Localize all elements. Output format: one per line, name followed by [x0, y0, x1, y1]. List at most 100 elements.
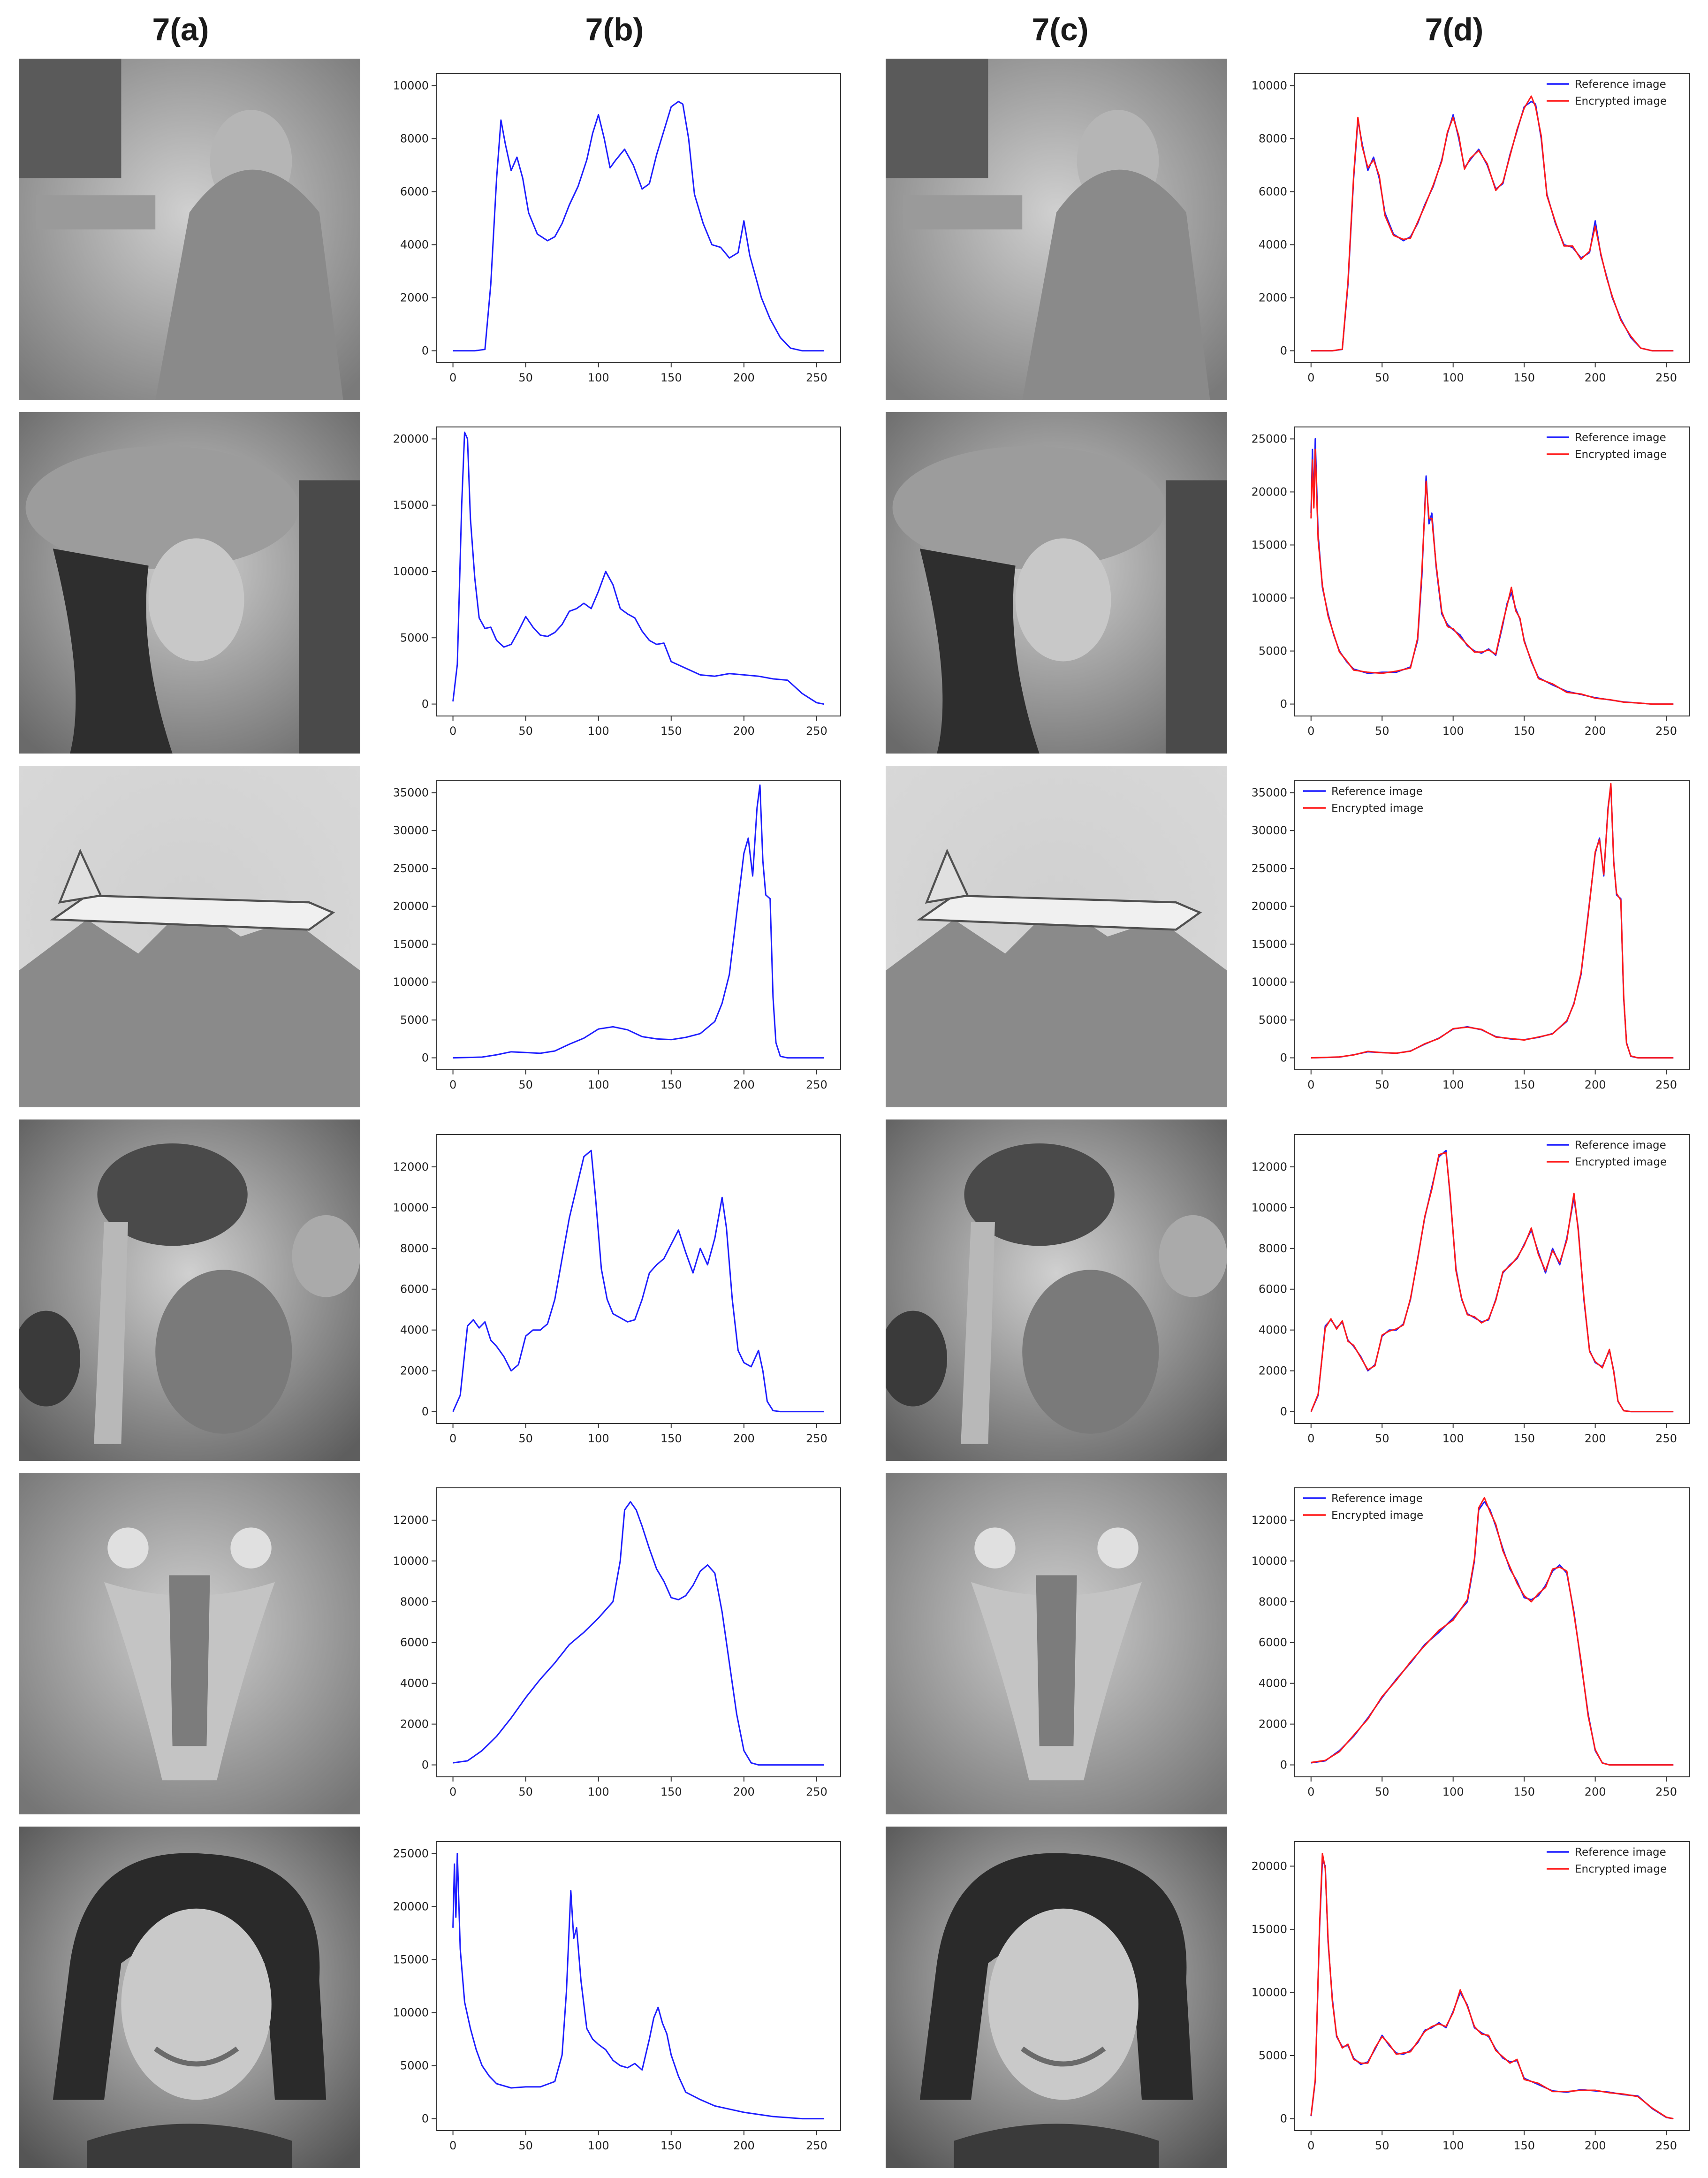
- y-tick-label: 4000: [1259, 238, 1287, 251]
- series-line-encrypted: [1310, 1152, 1674, 1413]
- y-tick-label: 2000: [1259, 291, 1287, 305]
- photo-woman-with-hat-original: [19, 412, 360, 754]
- series-line-reference: [452, 431, 824, 705]
- y-tick-label: 10000: [393, 2006, 429, 2019]
- y-tick-label: 0: [1280, 1051, 1287, 1065]
- y-tick-label: 10000: [1252, 592, 1287, 605]
- y-tick-label: 0: [422, 2112, 429, 2125]
- photo-art: [19, 59, 360, 400]
- x-tick-label: 200: [733, 724, 755, 738]
- x-tick-label: 150: [1513, 2139, 1535, 2152]
- x-tick-label: 150: [660, 2139, 682, 2152]
- y-tick-label: 0: [1280, 1405, 1287, 1418]
- y-tick-label: 0: [422, 698, 429, 711]
- histogram-plot-b-row-3: 0 50 100 150 200 250 0 5000 10000 15000 20000 25000…: [375, 766, 849, 1107]
- x-tick-label: 0: [1307, 1785, 1314, 1798]
- x-tick-label: 50: [1375, 1078, 1389, 1091]
- x-tick-label: 200: [1585, 1785, 1606, 1798]
- x-tick-label: 150: [660, 1078, 682, 1091]
- x-tick-label: 50: [518, 1078, 533, 1091]
- legend-label-reference: Reference image: [1575, 1846, 1666, 1858]
- photo-mandrill-decrypted: [886, 1473, 1227, 1814]
- x-tick-label: 100: [588, 371, 609, 384]
- x-tick-label: 100: [1442, 724, 1464, 738]
- y-tick-label: 20000: [393, 432, 429, 445]
- x-tick-label: 50: [518, 1432, 533, 1445]
- x-tick-label: 200: [733, 1785, 755, 1798]
- photo-smiling-woman-original: [19, 1827, 360, 2168]
- y-tick-label: 10000: [1252, 975, 1287, 989]
- x-tick-label: 100: [588, 1785, 609, 1798]
- y-tick-label: 30000: [393, 824, 429, 837]
- y-tick-label: 6000: [400, 1636, 429, 1649]
- y-tick-label: 2000: [400, 1718, 429, 1731]
- series-line-reference: [452, 1150, 824, 1413]
- x-tick-label: 0: [449, 2139, 456, 2152]
- plot-frame: [1294, 73, 1690, 363]
- x-tick-label: 250: [806, 1785, 827, 1798]
- histogram-svg: 0 50 100 150 200 250 0 2000 4000 6000 8000 10000 120…: [393, 1487, 841, 1798]
- histogram-plot-d-row-4: 0 50 100 150 200 250 0 2000 4000 6000 8000 10000 120…: [1234, 1119, 1698, 1461]
- legend-label-encrypted: Encrypted image: [1331, 802, 1423, 815]
- legend-label-reference: Reference image: [1575, 78, 1666, 91]
- histogram-svg: 0 50 100 150 200 250 0 2000 4000 6000 8000 10000 Ref…: [1252, 73, 1690, 384]
- y-tick-label: 10000: [1252, 1201, 1287, 1214]
- legend-label-encrypted: Encrypted image: [1575, 95, 1667, 107]
- histogram-plot-b-row-6: 0 50 100 150 200 250 0 5000 10000 15000 20000 25000: [375, 1827, 849, 2168]
- photo-peppers-original: [19, 1119, 360, 1461]
- x-tick-label: 150: [660, 1432, 682, 1445]
- x-tick-label: 50: [518, 371, 533, 384]
- x-tick-label: 200: [1585, 371, 1606, 384]
- y-tick-label: 10000: [1252, 1554, 1287, 1568]
- legend-label-encrypted: Encrypted image: [1575, 449, 1667, 461]
- plot-frame: [1294, 1841, 1690, 2131]
- y-tick-label: 0: [422, 344, 429, 358]
- y-tick-label: 6000: [400, 185, 429, 198]
- y-tick-label: 25000: [1252, 432, 1287, 445]
- y-tick-label: 4000: [400, 1324, 429, 1337]
- legend-label-encrypted: Encrypted image: [1575, 1863, 1667, 1875]
- x-tick-label: 250: [1655, 371, 1677, 384]
- y-tick-label: 15000: [1252, 538, 1287, 551]
- y-tick-label: 20000: [393, 1900, 429, 1913]
- x-tick-label: 0: [449, 371, 456, 384]
- photo-art: [19, 1119, 360, 1461]
- photo-art: [886, 59, 1227, 400]
- histogram-plot-b-row-4: 0 50 100 150 200 250 0 2000 4000 6000 8000 10000 120…: [375, 1119, 849, 1461]
- y-tick-label: 10000: [393, 1554, 429, 1568]
- column-header-b: 7(b): [585, 12, 644, 47]
- x-tick-label: 250: [806, 371, 827, 384]
- y-tick-label: 8000: [1259, 132, 1287, 145]
- x-tick-label: 100: [1442, 2139, 1464, 2152]
- y-tick-label: 8000: [400, 132, 429, 145]
- x-tick-label: 200: [1585, 1078, 1606, 1091]
- x-tick-label: 200: [1585, 724, 1606, 738]
- x-tick-label: 100: [588, 1078, 609, 1091]
- y-tick-label: 35000: [1252, 786, 1287, 799]
- histogram-svg: 0 50 100 150 200 250 0 2000 4000 6000 8000 10000: [393, 73, 841, 384]
- x-tick-label: 0: [1307, 371, 1314, 384]
- x-tick-label: 100: [1442, 1078, 1464, 1091]
- x-tick-label: 100: [588, 724, 609, 738]
- plot-frame: [436, 1841, 841, 2131]
- photo-art: [19, 412, 360, 754]
- y-tick-label: 20000: [1252, 900, 1287, 913]
- y-tick-label: 15000: [1252, 937, 1287, 951]
- series-line-encrypted: [1311, 783, 1674, 1059]
- y-tick-label: 4000: [1259, 1677, 1287, 1690]
- photo-woman-with-hat-decrypted: [886, 412, 1227, 754]
- x-tick-label: 50: [1375, 2139, 1389, 2152]
- plot-frame: [436, 1487, 841, 1777]
- y-tick-label: 5000: [400, 631, 429, 644]
- y-tick-label: 10000: [1252, 79, 1287, 92]
- y-tick-label: 5000: [400, 1013, 429, 1027]
- y-tick-label: 15000: [393, 937, 429, 951]
- x-tick-label: 150: [660, 1785, 682, 1798]
- plot-frame: [1294, 1487, 1690, 1777]
- x-tick-label: 150: [660, 371, 682, 384]
- x-tick-label: 50: [1375, 371, 1389, 384]
- x-tick-label: 250: [1655, 1432, 1677, 1445]
- histogram-svg: 0 50 100 150 200 250 0 5000 10000 15000 20000: [393, 426, 841, 738]
- legend-label-encrypted: Encrypted image: [1331, 1509, 1423, 1522]
- photo-woman-with-headscarf-decrypted: [886, 59, 1227, 400]
